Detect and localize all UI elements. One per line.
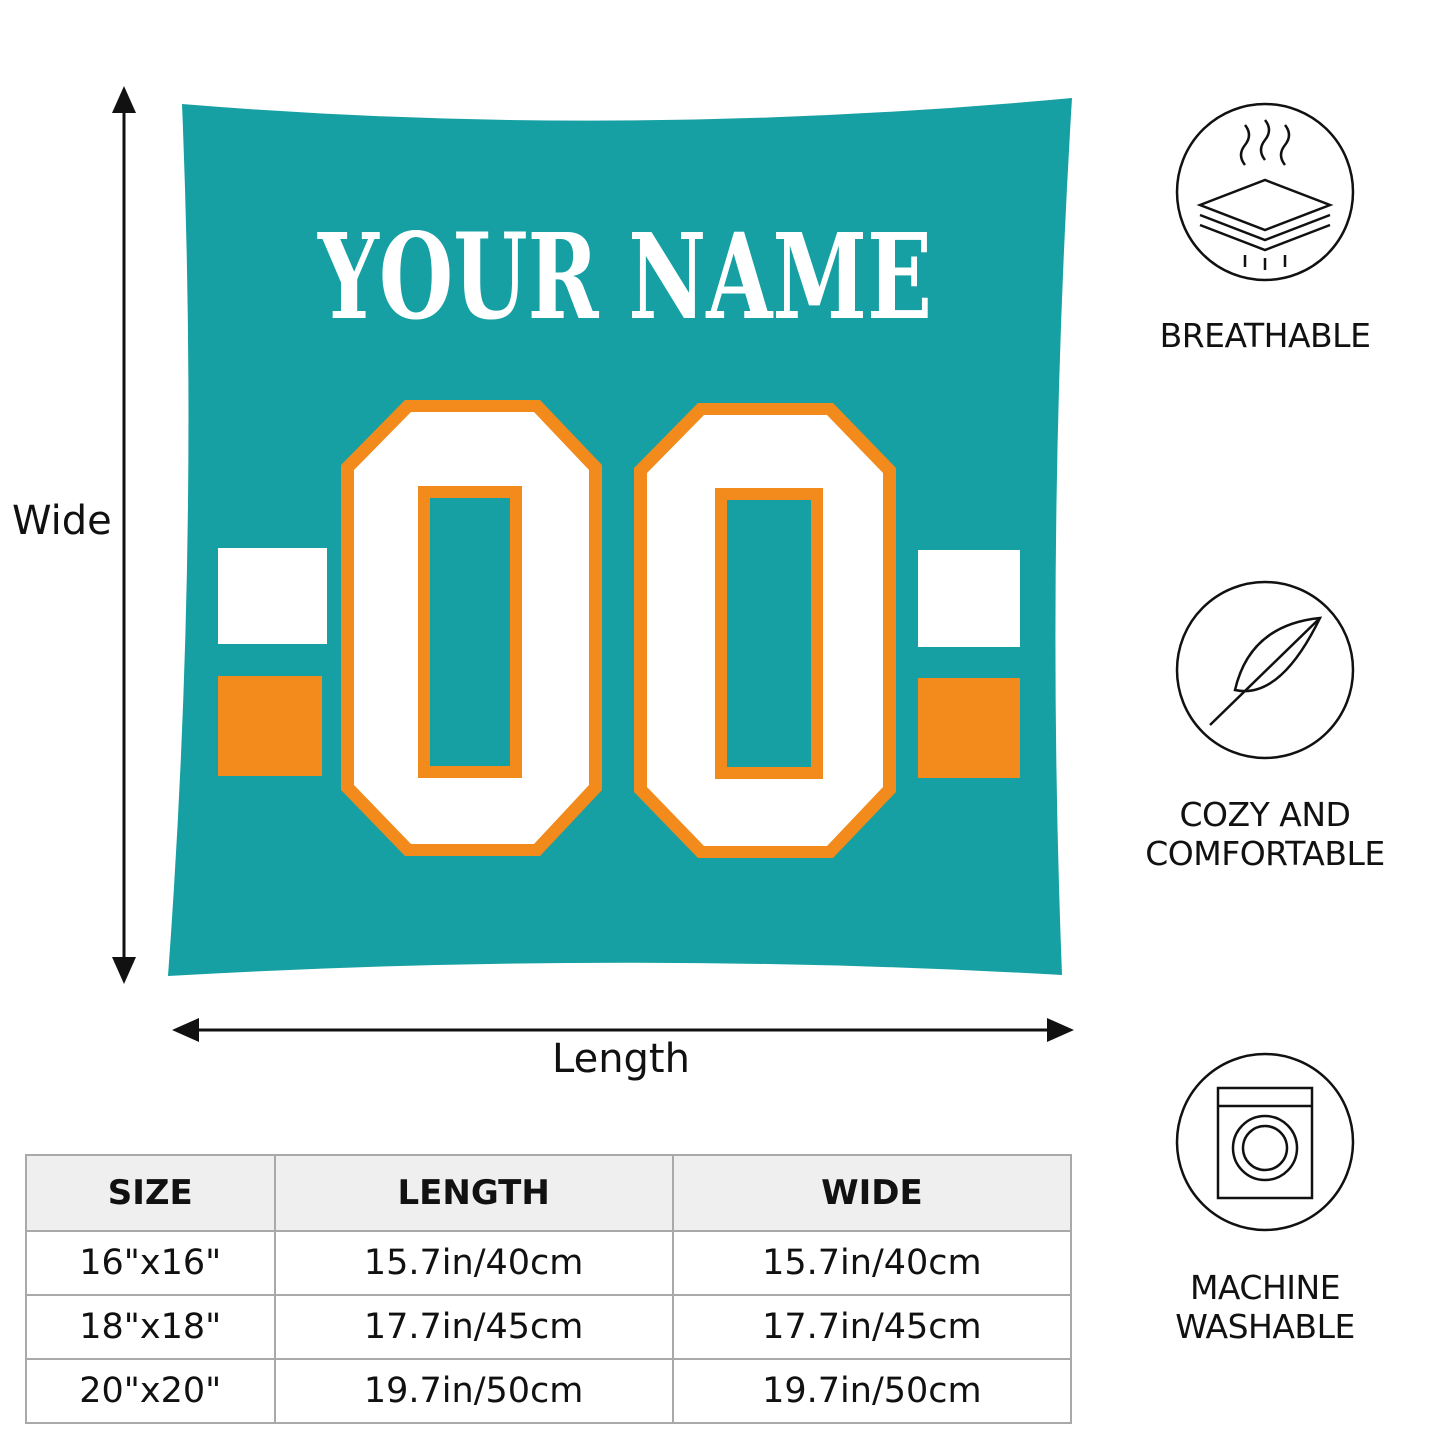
table-row: 18"x18" 17.7in/45cm 17.7in/45cm	[25, 1294, 1073, 1360]
table-row: 20"x20" 19.7in/50cm 19.7in/50cm	[25, 1358, 1073, 1424]
feature-breathable: BREATHABLE	[1115, 316, 1415, 355]
feature-label: MACHINE	[1189, 1268, 1341, 1307]
wide-label: Wide	[12, 498, 112, 544]
cell-wide: 15.7in/40cm	[671, 1230, 1073, 1296]
header-wide: WIDE	[671, 1154, 1073, 1232]
stripe-orange-right	[918, 678, 1020, 778]
feature-cozy: COZY AND COMFORTABLE	[1115, 795, 1415, 873]
breathable-layers-icon	[1175, 102, 1355, 282]
cell-size: 18"x18"	[25, 1294, 276, 1360]
header-length: LENGTH	[273, 1154, 674, 1232]
cell-length: 19.7in/50cm	[273, 1358, 674, 1424]
cell-length: 15.7in/40cm	[273, 1230, 674, 1296]
feature-label: WASHABLE	[1175, 1307, 1355, 1346]
table-row: 16"x16" 15.7in/40cm 15.7in/40cm	[25, 1230, 1073, 1296]
length-label: Length	[552, 1036, 690, 1082]
custom-name-text: YOUR NAME	[317, 207, 932, 346]
size-table: SIZE LENGTH WIDE 16"x16" 15.7in/40cm 15.…	[25, 1154, 1073, 1424]
feature-label: COMFORTABLE	[1145, 834, 1385, 873]
cell-size: 20"x20"	[25, 1358, 276, 1424]
stripe-orange-left	[218, 676, 322, 776]
number-digit-1	[341, 400, 602, 856]
feature-washable: MACHINE WASHABLE	[1115, 1268, 1415, 1346]
stripe-white-right	[918, 550, 1020, 647]
feature-label: BREATHABLE	[1159, 316, 1371, 355]
washing-machine-icon	[1175, 1052, 1355, 1232]
stripe-white-left	[218, 548, 327, 644]
number-digit-2	[634, 403, 896, 858]
feature-label: COZY AND	[1179, 795, 1351, 834]
feather-icon	[1175, 580, 1355, 760]
cell-length: 17.7in/45cm	[273, 1294, 674, 1360]
table-header-row: SIZE LENGTH WIDE	[25, 1154, 1073, 1232]
cell-wide: 19.7in/50cm	[671, 1358, 1073, 1424]
cell-size: 16"x16"	[25, 1230, 276, 1296]
header-size: SIZE	[25, 1154, 276, 1232]
cell-wide: 17.7in/45cm	[671, 1294, 1073, 1360]
